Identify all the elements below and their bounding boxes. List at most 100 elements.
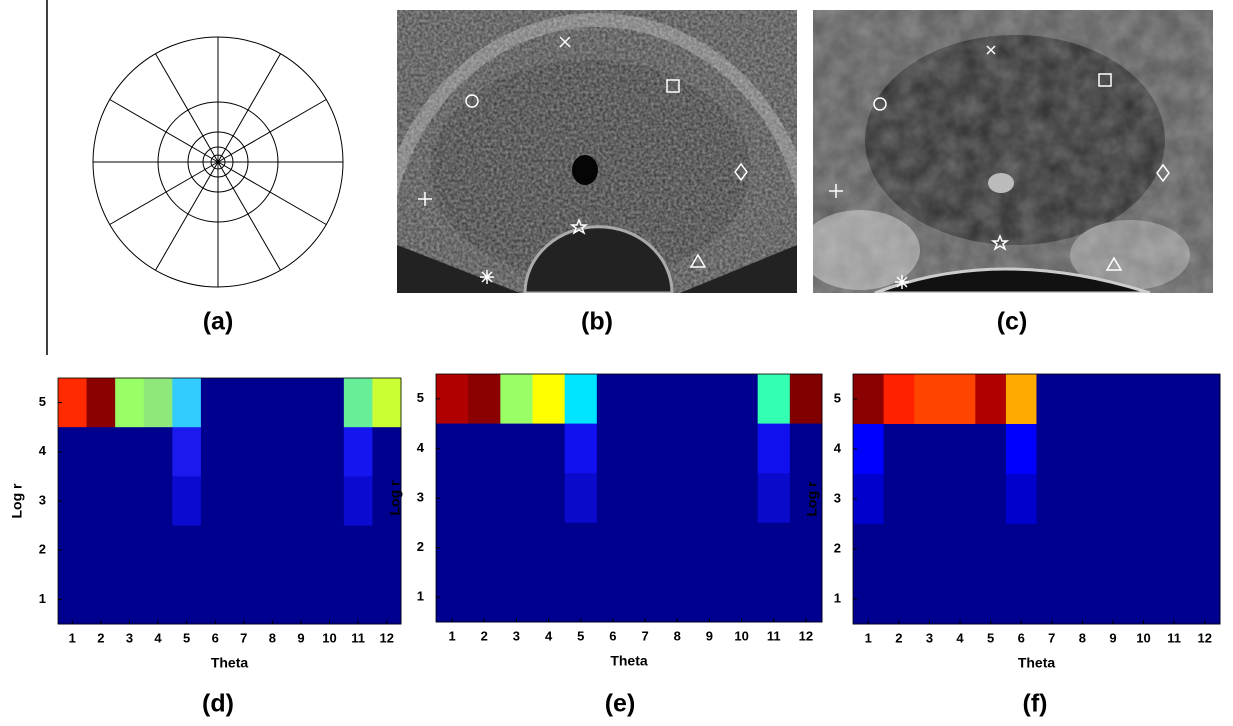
grid-spoke	[110, 162, 218, 225]
heatmap-cell	[315, 575, 344, 625]
heatmap-cell	[790, 424, 823, 474]
heatmap-cell	[533, 424, 566, 474]
y-tick-label: 5	[417, 390, 424, 405]
heatmap-cell	[629, 374, 662, 424]
heatmap-cell	[1189, 424, 1220, 475]
grid-spoke	[218, 162, 326, 225]
heatmap-cell	[853, 524, 884, 575]
heatmap-cell	[258, 526, 287, 576]
heatmap-cell	[258, 575, 287, 625]
log-polar-grid	[93, 37, 343, 287]
heatmap-cell	[1128, 424, 1159, 475]
heatmap-cell	[853, 374, 884, 425]
heatmap-cell	[1067, 574, 1098, 625]
heatmap-cell	[1159, 474, 1190, 525]
heatmap-cell	[1159, 574, 1190, 625]
y-tick-label: 2	[39, 542, 46, 557]
heatmap-cell	[500, 473, 533, 523]
heatmap-cell	[344, 378, 373, 428]
heatmap-cell	[87, 575, 116, 625]
y-tick-label: 3	[417, 489, 424, 504]
heatmap-cell	[230, 427, 259, 477]
heatmap-cell	[1189, 524, 1220, 575]
heatmap-cell	[115, 476, 144, 526]
x-tick-label: 12	[1197, 630, 1211, 645]
x-tick-label: 12	[379, 630, 393, 645]
panel-label: (e)	[605, 690, 636, 718]
heatmap-cell	[201, 476, 230, 526]
x-tick-label: 3	[126, 630, 133, 645]
heatmap-cell	[315, 526, 344, 576]
heatmap-cell	[436, 523, 469, 573]
x-tick-label: 11	[351, 630, 365, 645]
heatmap-cell	[201, 575, 230, 625]
heatmap-cell	[726, 424, 759, 474]
heatmap-cell	[884, 524, 915, 575]
heatmap-cell	[115, 526, 144, 576]
y-tick-label: 3	[834, 490, 841, 505]
heatmap-cell	[1037, 474, 1068, 525]
heatmap-cell	[230, 378, 259, 428]
heatmap-cell	[258, 476, 287, 526]
x-tick-label: 2	[481, 628, 488, 643]
heatmap-cell	[344, 575, 373, 625]
heatmap-cell	[201, 378, 230, 428]
y-tick-label: 3	[39, 492, 46, 507]
heatmap-cell	[758, 424, 791, 474]
heatmap-cell	[661, 473, 694, 523]
grid-spoke	[218, 100, 326, 163]
heatmap-cell	[87, 526, 116, 576]
heatmap-cell	[533, 473, 566, 523]
heatmap-cell	[436, 572, 469, 622]
heatmap-cell	[1067, 424, 1098, 475]
heatmap-cell	[500, 572, 533, 622]
heatmap-cell	[726, 374, 759, 424]
mri-image	[800, 10, 1213, 293]
heatmap-cell	[726, 572, 759, 622]
heatmap-cell	[693, 523, 726, 573]
heatmap-cell	[1128, 524, 1159, 575]
x-tick-label: 9	[706, 628, 713, 643]
heatmap-cell	[1006, 574, 1037, 625]
heatmap-cell	[58, 378, 87, 428]
x-tick-label: 1	[865, 630, 872, 645]
heatmap-cell	[533, 374, 566, 424]
y-axis-label: Log r	[804, 481, 820, 517]
grid-spoke	[156, 162, 219, 270]
heatmap-cell	[914, 374, 945, 425]
heatmap-cell	[436, 374, 469, 424]
y-axis-label: Log r	[387, 480, 403, 516]
heatmap-cell	[565, 424, 598, 474]
heatmap-cell	[87, 476, 116, 526]
heatmap-cell	[287, 575, 316, 625]
heatmap-cell	[726, 473, 759, 523]
heatmap-cell	[1037, 574, 1068, 625]
heatmap-cell	[790, 523, 823, 573]
y-tick-label: 4	[834, 440, 842, 455]
heatmap-cell	[315, 378, 344, 428]
heatmap-cell	[693, 374, 726, 424]
heatmap-cell	[87, 427, 116, 477]
x-tick-label: 6	[1018, 630, 1025, 645]
heatmap-cell	[1159, 524, 1190, 575]
heatmap-cell	[945, 474, 976, 525]
heatmap-cell	[144, 427, 173, 477]
heatmap-cell	[1189, 374, 1220, 425]
heatmap-cell	[287, 476, 316, 526]
heatmap-cell	[144, 378, 173, 428]
heatmap-cell	[565, 374, 598, 424]
x-tick-label: 5	[577, 628, 584, 643]
heatmap-cell	[565, 473, 598, 523]
heatmap-cell	[1159, 374, 1190, 425]
y-tick-label: 4	[417, 440, 425, 455]
heatmap-cell	[1098, 474, 1129, 525]
heatmap-cell	[287, 427, 316, 477]
heatmap-cell	[287, 526, 316, 576]
heatmap-cell	[884, 374, 915, 425]
heatmap-cell	[500, 424, 533, 474]
heatmap-cell	[597, 572, 630, 622]
heatmap-cell	[1189, 474, 1220, 525]
x-tick-label: 1	[69, 630, 76, 645]
heatmap-cell	[884, 424, 915, 475]
